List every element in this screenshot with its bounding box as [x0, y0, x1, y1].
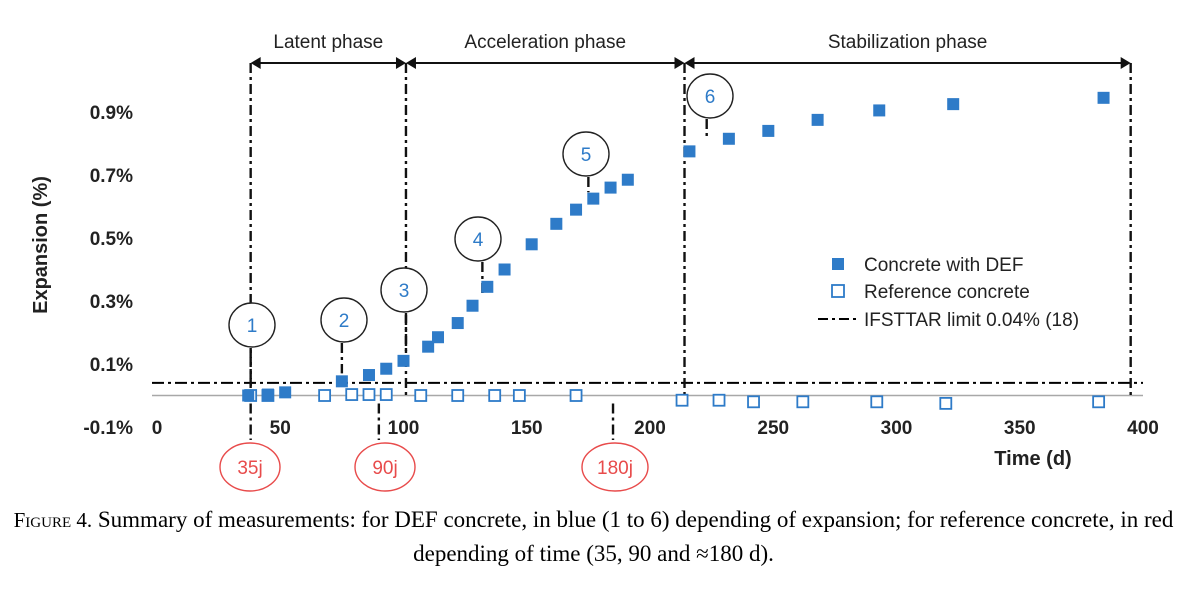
- y-axis-title: Expansion (%): [30, 176, 52, 314]
- def-concrete-point: [525, 238, 538, 251]
- def-concrete-point: [550, 217, 563, 230]
- def-concrete-point: [335, 375, 348, 388]
- x-tick-label: 350: [1004, 418, 1036, 439]
- legend-def-swatch: [832, 258, 844, 270]
- legend-reference-label: Reference concrete: [864, 282, 1030, 303]
- x-tick-label: 100: [388, 418, 420, 439]
- y-tick-label: -0.1%: [83, 418, 133, 439]
- phase-arrowhead-left: [405, 57, 416, 69]
- reference-concrete-point: [414, 389, 428, 402]
- def-concrete-point: [481, 280, 494, 293]
- time-marker-circle: [219, 442, 281, 492]
- phase-label: Stabilization phase: [828, 32, 988, 53]
- reference-concrete-point: [747, 395, 760, 409]
- reference-concrete-point: [1092, 395, 1106, 409]
- def-concrete-point: [432, 331, 445, 344]
- x-tick-label: 200: [634, 418, 666, 439]
- def-concrete-point: [873, 104, 886, 117]
- reference-concrete-point: [345, 388, 359, 401]
- legend-def-label: Concrete with DEF: [864, 255, 1023, 276]
- phase-arrowhead-left: [250, 57, 261, 69]
- x-tick-label: 150: [511, 418, 543, 439]
- y-tick-label: 0.9%: [90, 103, 133, 124]
- y-tick-label: 0.1%: [90, 355, 133, 376]
- phase-label: Acceleration phase: [464, 32, 626, 53]
- reference-concrete-point: [379, 388, 393, 401]
- expansion-marker-label: 4: [473, 230, 484, 251]
- reference-concrete-point: [362, 388, 376, 401]
- def-concrete-point: [570, 203, 583, 216]
- expansion-marker-circle: [380, 267, 428, 313]
- phase-arrowhead-right: [395, 57, 406, 69]
- phase-arrowhead-right: [1120, 57, 1131, 69]
- expansion-marker-label: 6: [705, 87, 716, 108]
- time-marker-label: 90j: [372, 458, 397, 479]
- reference-concrete-point: [870, 395, 884, 409]
- expansion-chart: -0.1% 0.1% 0.3% 0.5% 0.7% 0.9% 0 50 100 150 200 250…: [30, 32, 1159, 492]
- def-concrete-point: [621, 173, 634, 186]
- def-concrete-point: [242, 389, 255, 402]
- x-tick-label: 0: [152, 418, 163, 439]
- def-concrete-point: [380, 362, 393, 375]
- def-concrete-point: [466, 299, 479, 312]
- time-marker-circle: [581, 442, 649, 492]
- expansion-marker-circle: [320, 297, 368, 343]
- time-marker-circle: [354, 442, 416, 492]
- def-concrete-point: [722, 132, 735, 145]
- reference-concrete-point: [675, 393, 689, 407]
- caption-label: Figure 4.: [13, 508, 93, 532]
- expansion-marker-label: 3: [399, 281, 410, 302]
- reference-concrete-point: [796, 395, 810, 409]
- expansion-marker-label: 5: [581, 145, 592, 166]
- reference-concrete-point: [451, 389, 465, 402]
- phase-arrowhead-right: [674, 57, 685, 69]
- expansion-marker-label: 2: [339, 311, 350, 332]
- def-concrete-point: [422, 340, 435, 353]
- def-concrete-point: [498, 263, 511, 276]
- x-tick-label: 50: [270, 418, 291, 439]
- def-concrete-point: [261, 388, 274, 401]
- def-concrete-point: [1097, 91, 1110, 104]
- def-concrete-point: [362, 369, 375, 382]
- reference-concrete-point: [318, 389, 332, 402]
- expansion-marker-circle: [228, 302, 276, 348]
- y-tick-label: 0.5%: [90, 229, 133, 250]
- reference-concrete-point: [712, 393, 726, 407]
- expansion-marker-circle: [562, 131, 610, 177]
- x-tick-label: 400: [1127, 418, 1159, 439]
- def-concrete-point: [451, 317, 464, 330]
- figure-caption: Figure 4. Summary of measurements: for D…: [0, 503, 1187, 570]
- legend-limit-label: IFSTTAR limit 0.04% (18): [864, 310, 1079, 331]
- expansion-marker-circle: [686, 73, 734, 119]
- time-marker-label: 35j: [237, 458, 262, 479]
- caption-text: Summary of measurements: for DEF concret…: [92, 507, 1174, 566]
- time-marker-label: 180j: [597, 458, 633, 479]
- def-concrete-point: [587, 192, 600, 205]
- reference-concrete-point: [488, 389, 502, 402]
- expansion-marker-circle: [454, 216, 502, 262]
- x-axis-title: Time (d): [994, 448, 1071, 470]
- def-concrete-point: [397, 354, 410, 367]
- legend-reference-swatch: [831, 284, 845, 298]
- x-tick-label: 250: [757, 418, 789, 439]
- reference-concrete-point: [939, 396, 953, 410]
- phase-label: Latent phase: [273, 32, 383, 53]
- def-concrete-point: [683, 145, 696, 158]
- def-concrete-point: [604, 181, 617, 194]
- phase-arrowhead-left: [684, 57, 695, 69]
- x-tick-label: 300: [881, 418, 913, 439]
- reference-concrete-point: [512, 389, 526, 402]
- def-concrete-point: [279, 386, 292, 399]
- def-concrete-point: [947, 98, 960, 111]
- y-tick-label: 0.3%: [90, 292, 133, 313]
- def-concrete-point: [762, 124, 775, 137]
- def-concrete-point: [811, 113, 824, 126]
- reference-concrete-point: [569, 389, 583, 402]
- y-tick-label: 0.7%: [90, 166, 133, 187]
- expansion-marker-label: 1: [247, 316, 258, 337]
